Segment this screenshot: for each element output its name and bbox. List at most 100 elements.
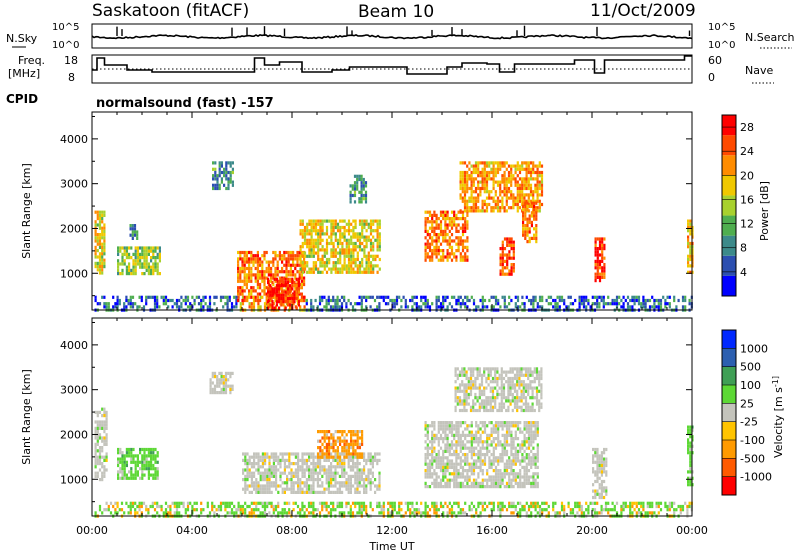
heatmap-cell	[153, 298, 157, 303]
heatmap-cell	[261, 511, 264, 515]
heatmap-cell	[378, 305, 381, 309]
heatmap-cell	[256, 270, 259, 274]
heatmap-cell	[457, 430, 460, 434]
heatmap-cell	[167, 298, 170, 303]
heatmap-cell	[314, 251, 318, 255]
heatmap-cell	[395, 511, 399, 515]
heatmap-cell	[424, 433, 427, 437]
heatmap-cell	[330, 484, 333, 488]
heatmap-cell	[442, 305, 445, 309]
heatmap-cell	[352, 462, 355, 466]
heatmap-cell	[312, 471, 315, 475]
heatmap-cell	[101, 420, 104, 424]
heatmap-cell	[343, 264, 346, 268]
heatmap-cell	[578, 302, 581, 306]
heatmap-cell	[263, 276, 266, 280]
heatmap-cell	[129, 508, 132, 512]
heatmap-cell	[323, 455, 326, 459]
heatmap-cell	[530, 220, 533, 224]
heatmap-cell	[343, 238, 346, 242]
heatmap-cell	[668, 302, 671, 306]
heatmap-cell	[444, 239, 447, 243]
heatmap-cell	[514, 170, 517, 175]
heatmap-cell	[300, 282, 303, 287]
heatmap-cell	[620, 508, 623, 512]
heatmap-cell	[101, 439, 104, 443]
heatmap-cell	[439, 421, 443, 425]
heatmap-cell	[290, 481, 293, 485]
heatmap-cell	[444, 462, 447, 466]
heatmap-cell	[101, 478, 104, 482]
heatmap-cell	[307, 501, 311, 505]
heatmap-cell	[195, 295, 198, 299]
heatmap-cell	[372, 241, 375, 246]
heatmap-cell	[485, 180, 489, 184]
heatmap-cell	[376, 222, 379, 226]
heatmap-cell	[560, 298, 564, 303]
heatmap-cell	[158, 252, 161, 256]
heatmap-cell	[153, 501, 157, 505]
heatmap-cell	[332, 474, 335, 478]
heatmap-cell	[455, 449, 458, 453]
heatmap-cell	[261, 458, 264, 462]
heatmap-cell	[98, 261, 102, 265]
heatmap-cell	[424, 446, 427, 450]
heatmap-cell	[242, 458, 245, 462]
heatmap-cell	[211, 508, 214, 512]
heatmap-cell	[523, 302, 526, 306]
heatmap-cell	[325, 442, 328, 446]
heatmap-cell	[154, 246, 157, 250]
heatmap-cell	[600, 504, 603, 509]
heatmap-cell	[369, 487, 372, 491]
heatmap-cell	[117, 268, 120, 272]
heatmap-cell	[336, 251, 340, 255]
heatmap-cell	[329, 298, 333, 303]
heatmap-cell	[428, 462, 432, 466]
heatmap-cell	[367, 267, 370, 271]
heatmap-cell	[139, 451, 142, 455]
heatmap-cell	[158, 246, 161, 250]
heatmap-cell	[286, 296, 289, 301]
heatmap-cell	[325, 433, 328, 437]
heatmap-cell	[567, 501, 570, 505]
heatmap-cell	[332, 254, 335, 258]
heatmap-cell	[563, 511, 566, 515]
heatmap-cell	[282, 296, 285, 301]
heatmap-cell	[450, 233, 454, 237]
heatmap-cell	[464, 453, 467, 457]
heatmap-cell	[103, 442, 106, 446]
heatmap-cell	[306, 225, 309, 230]
heatmap-cell	[241, 504, 245, 509]
heatmap-cell	[646, 501, 649, 505]
heatmap-cell	[505, 193, 508, 197]
heatmap-cell	[424, 210, 427, 214]
heatmap-cell	[360, 471, 363, 475]
heatmap-cell	[250, 254, 253, 258]
heatmap-cell	[464, 220, 467, 224]
heatmap-cell	[365, 241, 368, 246]
heatmap-cell	[117, 252, 120, 256]
heatmap-cell	[297, 468, 300, 472]
heatmap-cell	[303, 474, 306, 478]
heatmap-cell	[424, 427, 427, 431]
heatmap-cell	[151, 501, 154, 505]
heatmap-cell	[461, 177, 464, 181]
heatmap-cell	[130, 272, 133, 276]
heatmap-cell	[237, 250, 240, 255]
heatmap-cell	[457, 475, 460, 479]
heatmap-cell	[637, 302, 641, 306]
heatmap-cell	[103, 213, 106, 217]
heatmap-cell	[463, 170, 467, 175]
heatmap-cell	[349, 487, 352, 491]
heatmap-cell	[274, 305, 278, 309]
heatmap-cell	[98, 239, 102, 243]
heatmap-cell	[358, 197, 361, 201]
heatmap-cell	[481, 295, 484, 299]
heatmap-cell	[272, 455, 275, 459]
heatmap-cell	[596, 298, 599, 303]
heatmap-cell	[103, 252, 106, 256]
heatmap-cell	[633, 501, 636, 505]
heatmap-cell	[219, 295, 223, 299]
heatmap-cell	[494, 180, 497, 184]
heatmap-cell	[318, 295, 322, 299]
